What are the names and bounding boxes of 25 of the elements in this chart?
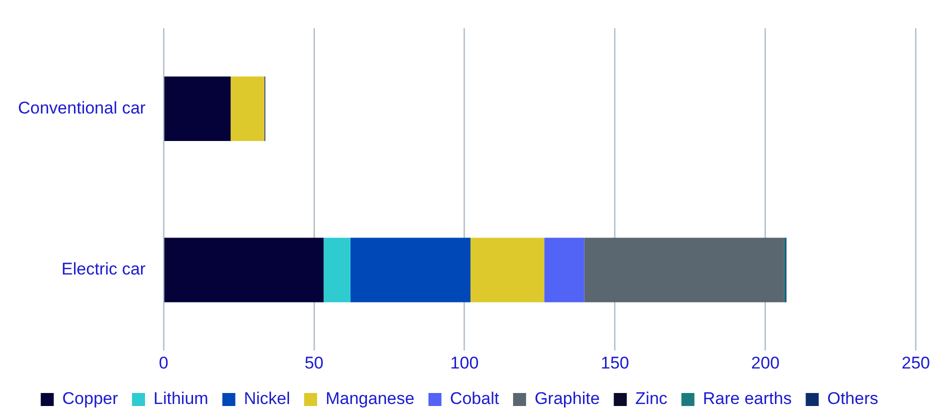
bar (584, 238, 784, 302)
x-tick-label: 150 (600, 353, 630, 372)
bar (470, 238, 544, 302)
x-tick-label: 50 (304, 353, 324, 372)
y-tick-label: Conventional car (18, 98, 146, 118)
bar (350, 238, 470, 302)
legend-label: Lithium (154, 389, 208, 408)
bar (324, 238, 350, 302)
x-tick-label: 100 (450, 353, 479, 372)
y-tick-label: Electric car (61, 260, 146, 279)
bar (230, 76, 264, 142)
x-tick-label: 0 (158, 353, 168, 372)
legend-label: Nickel (244, 389, 290, 408)
bar (164, 76, 231, 142)
legend-label: Cobalt (450, 389, 500, 408)
legend-label: Graphite (534, 389, 600, 408)
legend-label: Manganese (326, 389, 414, 408)
bar (544, 238, 584, 302)
legend-label: Copper (62, 389, 118, 408)
legend-label: Zinc (635, 389, 668, 408)
x-tick-label: 200 (751, 353, 780, 372)
legend-label: Rare earths (702, 389, 792, 408)
legend-label: Others (827, 389, 878, 408)
x-tick-label: 250 (902, 353, 930, 372)
bar (164, 238, 324, 302)
